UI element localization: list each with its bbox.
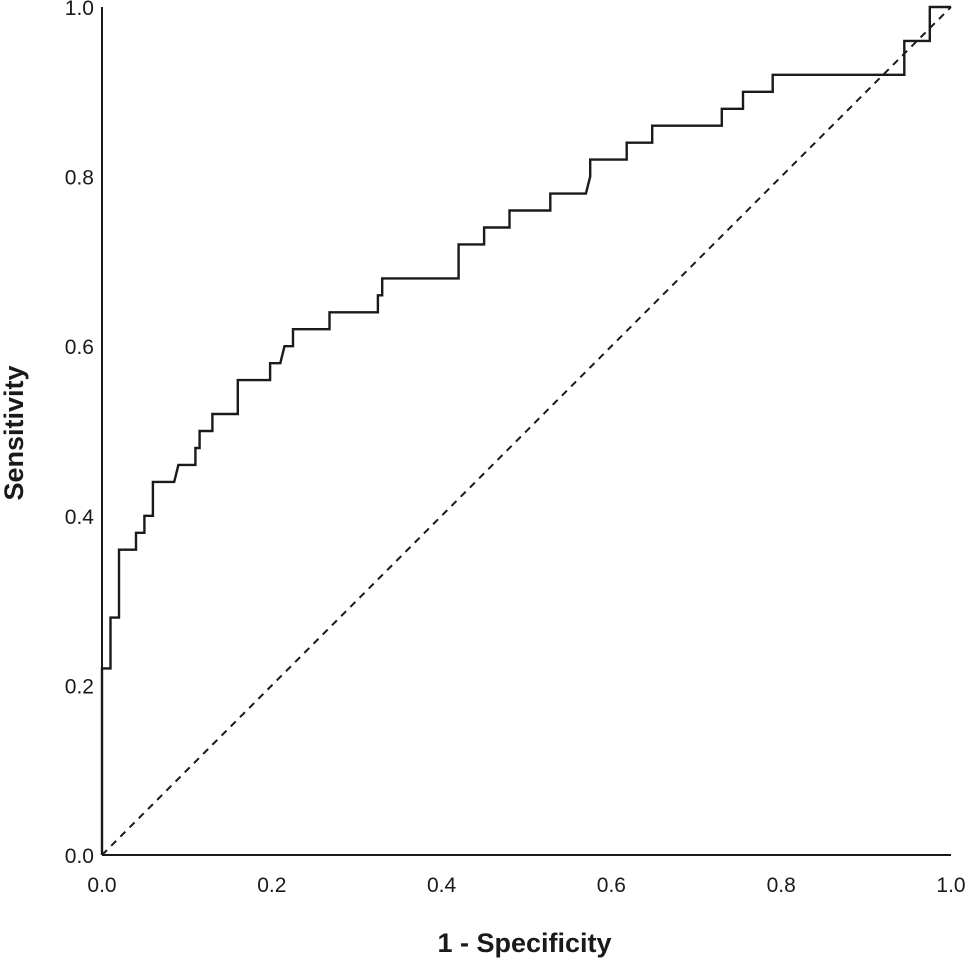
y-tick-label: 0.8 <box>65 167 94 190</box>
x-tick-labels: 0.0 0.2 0.4 0.6 0.8 1.0 <box>87 874 965 897</box>
x-tick-label: 0.6 <box>597 874 626 897</box>
y-axis-title: Sensitivity <box>0 365 29 500</box>
y-tick-label: 0.2 <box>65 675 94 698</box>
y-tick-label: 1.0 <box>65 0 94 20</box>
y-tick-labels: 0.0 0.2 0.4 0.6 0.8 1.0 <box>65 0 95 868</box>
y-tick-label: 0.6 <box>65 336 94 359</box>
x-tick-label: 0.2 <box>257 874 286 897</box>
plot-area <box>100 5 952 856</box>
x-tick-label: 0.8 <box>767 874 796 897</box>
y-tick-label: 0.4 <box>65 506 95 529</box>
reference-diagonal-line <box>101 6 952 856</box>
y-tick-label: 0.0 <box>65 845 94 868</box>
x-tick-label: 0.4 <box>427 874 457 897</box>
x-tick-label: 0.0 <box>87 874 116 897</box>
roc-curve-line <box>100 5 951 855</box>
x-tick-label: 1.0 <box>936 874 965 897</box>
x-axis-title: 1 - Specificity <box>437 928 611 958</box>
